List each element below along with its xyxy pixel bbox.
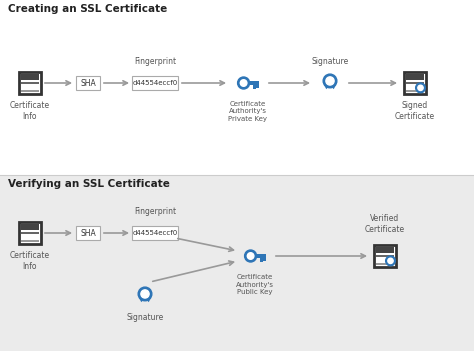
- Text: SHA: SHA: [80, 79, 96, 87]
- Circle shape: [386, 256, 395, 266]
- FancyBboxPatch shape: [132, 76, 178, 90]
- FancyBboxPatch shape: [76, 76, 100, 90]
- FancyBboxPatch shape: [21, 90, 39, 92]
- Circle shape: [323, 74, 337, 88]
- FancyBboxPatch shape: [21, 81, 39, 84]
- FancyBboxPatch shape: [21, 239, 39, 241]
- Text: Signature: Signature: [311, 57, 348, 66]
- Circle shape: [138, 287, 152, 301]
- Text: Verifying an SSL Certificate: Verifying an SSL Certificate: [8, 179, 170, 189]
- Text: Certificate
Info: Certificate Info: [10, 251, 50, 271]
- Text: Certificate
Authority's
Public Key: Certificate Authority's Public Key: [236, 274, 274, 295]
- FancyBboxPatch shape: [21, 232, 39, 234]
- FancyBboxPatch shape: [132, 226, 178, 240]
- Polygon shape: [417, 89, 424, 93]
- Polygon shape: [139, 297, 151, 302]
- Circle shape: [388, 258, 393, 264]
- Circle shape: [240, 80, 247, 86]
- Text: Fingerprint: Fingerprint: [134, 207, 176, 216]
- FancyBboxPatch shape: [376, 247, 394, 253]
- FancyBboxPatch shape: [260, 258, 264, 262]
- Text: Certificate
Info: Certificate Info: [10, 101, 50, 121]
- FancyBboxPatch shape: [255, 254, 266, 258]
- FancyBboxPatch shape: [21, 224, 39, 230]
- FancyBboxPatch shape: [254, 85, 256, 89]
- FancyBboxPatch shape: [0, 0, 474, 175]
- FancyBboxPatch shape: [376, 263, 394, 265]
- FancyBboxPatch shape: [263, 258, 266, 261]
- FancyBboxPatch shape: [406, 90, 424, 92]
- FancyBboxPatch shape: [0, 175, 474, 351]
- FancyBboxPatch shape: [376, 254, 394, 257]
- Text: Certificate
Authority's
Private Key: Certificate Authority's Private Key: [228, 101, 267, 122]
- FancyBboxPatch shape: [249, 81, 259, 85]
- FancyBboxPatch shape: [256, 85, 259, 88]
- Text: Signed
Certificate: Signed Certificate: [395, 101, 435, 121]
- Circle shape: [326, 77, 334, 85]
- Text: Fingerprint: Fingerprint: [134, 57, 176, 66]
- Circle shape: [418, 85, 423, 91]
- Text: Verified
Certificate: Verified Certificate: [365, 214, 405, 234]
- Polygon shape: [387, 262, 394, 266]
- Circle shape: [416, 83, 425, 93]
- Circle shape: [237, 77, 250, 89]
- Text: d44554eccf0: d44554eccf0: [132, 230, 178, 236]
- Circle shape: [245, 250, 256, 262]
- FancyBboxPatch shape: [76, 226, 100, 240]
- Text: SHA: SHA: [80, 229, 96, 238]
- Text: Creating an SSL Certificate: Creating an SSL Certificate: [8, 4, 167, 14]
- FancyBboxPatch shape: [21, 74, 39, 80]
- Text: Signature: Signature: [127, 313, 164, 322]
- Circle shape: [141, 290, 149, 298]
- FancyBboxPatch shape: [19, 72, 41, 94]
- Polygon shape: [324, 84, 336, 89]
- FancyBboxPatch shape: [406, 81, 424, 84]
- FancyBboxPatch shape: [406, 74, 424, 80]
- FancyBboxPatch shape: [404, 72, 426, 94]
- FancyBboxPatch shape: [19, 222, 41, 244]
- FancyBboxPatch shape: [374, 245, 396, 267]
- Text: d44554eccf0: d44554eccf0: [132, 80, 178, 86]
- Circle shape: [247, 253, 254, 259]
